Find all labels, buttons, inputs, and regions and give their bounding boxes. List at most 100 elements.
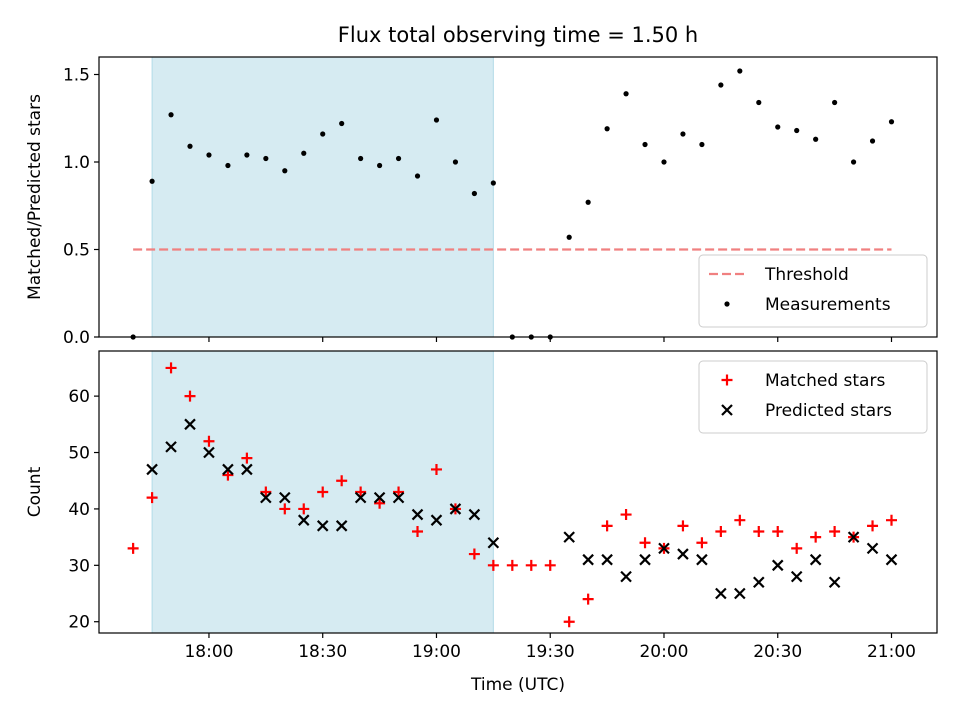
measurement-point [585, 199, 591, 205]
panel-2: 18:00 18:30 19:00 19:30 20:00 20:30 21:00 20 30 4… [25, 350, 938, 695]
matched-stars-point [279, 503, 291, 515]
matched-stars-point [601, 520, 613, 532]
predicted-stars-point [316, 520, 329, 532]
legend-label: Threshold [764, 265, 849, 285]
measurement-point [869, 138, 876, 144]
legend-matched-swatch [721, 374, 733, 386]
legend-predicted-swatch [721, 404, 733, 416]
matched-stars-point [468, 548, 480, 560]
y-tick-label: 60 [68, 387, 90, 407]
measurement-point [680, 131, 686, 137]
measurement-point [623, 91, 629, 97]
x-tick-label: 21:00 [867, 642, 916, 662]
predicted-stars-point [771, 559, 784, 572]
matched-stars-point [298, 503, 310, 515]
matched-stars-point [184, 390, 196, 402]
predicted-stars-point [241, 463, 253, 476]
matched-stars-point [165, 362, 177, 374]
measurement-point [358, 155, 364, 162]
legend-label: Predicted stars [765, 401, 892, 421]
matched-stars-point [412, 525, 424, 537]
predicted-stars-point [828, 576, 841, 589]
measurement-point [149, 178, 155, 184]
matched-stars-point [753, 525, 765, 537]
legend-label: Matched stars [765, 371, 885, 391]
matched-stars-point [791, 542, 803, 554]
predicted-stars-point [677, 548, 689, 560]
matched-stars-point [885, 514, 897, 526]
x-tick-label: 18:30 [298, 642, 347, 662]
matched-stars-point [127, 542, 139, 554]
panel-1: 0.0 0.5 1.0 1.5 Matched/Predicted stars Thres… [25, 56, 938, 348]
matched-stars-point [506, 559, 518, 571]
predicted-stars-point [601, 553, 613, 566]
y-tick-label: 0.0 [63, 328, 90, 348]
measurement-point [206, 152, 212, 158]
predicted-stars-point [809, 553, 822, 566]
y-tick-label: 50 [68, 444, 90, 464]
measurement-point [661, 159, 667, 165]
measurement-point [452, 159, 459, 165]
x-tick-label: 19:30 [526, 642, 575, 662]
measurement-point [263, 155, 269, 162]
axes-frame [98, 350, 938, 634]
measurement-point [756, 99, 762, 106]
matched-stars-point [525, 559, 537, 571]
legend-box [698, 360, 928, 434]
y-axis-label: Count [25, 466, 45, 517]
observing-window-shade [151, 56, 494, 338]
y-tick-label: 1.0 [63, 153, 90, 173]
measurement-point [699, 141, 705, 148]
measurement-point [888, 119, 895, 125]
predicted-stars-point [734, 587, 746, 600]
measurement-point [282, 168, 288, 174]
predicted-stars-point [260, 491, 272, 504]
predicted-stars-point [658, 542, 670, 555]
legend: Threshold Measurements [698, 254, 928, 328]
predicted-stars-point [411, 508, 424, 521]
measurement-point [718, 82, 724, 88]
measurement-point [187, 143, 193, 149]
predicted-stars-point [222, 463, 234, 476]
measurement-point [244, 152, 250, 158]
measurement-point [168, 112, 174, 118]
predicted-stars-point [184, 418, 196, 431]
predicted-stars-point [885, 553, 898, 566]
measurement-point [566, 234, 572, 240]
axes-frame [98, 56, 938, 338]
legend-label: Measurements [765, 295, 891, 315]
predicted-stars-point [620, 570, 632, 583]
measurement-point [832, 99, 838, 106]
predicted-stars-point [354, 491, 367, 504]
predicted-stars-point [790, 570, 803, 583]
predicted-stars-point [449, 503, 462, 515]
series-predicted-stars [146, 418, 898, 600]
y-tick-label: 40 [68, 500, 90, 520]
legend-measurements-swatch [724, 301, 730, 307]
measurement-point [794, 127, 800, 134]
measurement-point [471, 190, 477, 197]
measurement-point [376, 162, 383, 169]
measurement-point [813, 136, 819, 142]
measurement-point [850, 159, 857, 165]
matched-stars-point [203, 435, 215, 447]
measurement-point [320, 131, 326, 137]
x-tick-label: 20:00 [639, 642, 688, 662]
matched-stars-point [317, 486, 329, 498]
measurement-point [225, 162, 231, 169]
matched-stars-point [829, 525, 841, 537]
predicted-stars-point [696, 553, 708, 566]
matched-stars-point [734, 514, 746, 526]
predicted-stars-point [582, 553, 594, 566]
chart-title: Flux total observing time = 1.50 h [338, 23, 698, 47]
predicted-stars-point [847, 531, 860, 543]
matched-stars-point [222, 469, 234, 481]
predicted-stars-point [373, 491, 386, 504]
matched-stars-point [582, 593, 594, 605]
series-matched-stars [127, 362, 897, 628]
predicted-stars-point [563, 531, 575, 543]
matched-stars-point [355, 486, 367, 498]
matched-stars-point [374, 497, 386, 509]
predicted-stars-point [335, 520, 348, 532]
predicted-stars-point [146, 463, 158, 476]
